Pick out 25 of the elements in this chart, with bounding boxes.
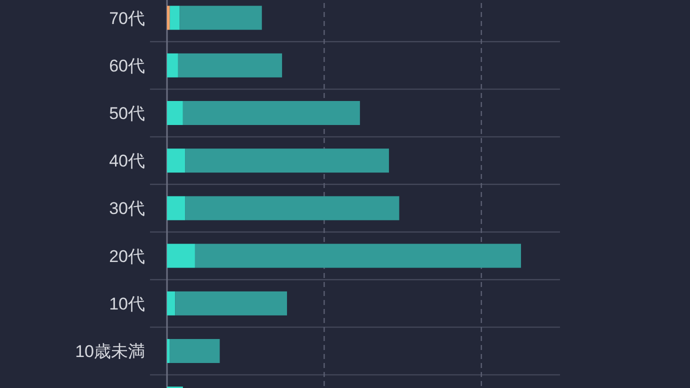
y-tick-label: 10歳未満 xyxy=(75,342,145,361)
bar xyxy=(185,196,400,220)
bar xyxy=(180,6,262,30)
bar xyxy=(167,101,183,125)
bar xyxy=(178,53,282,78)
y-tick-label: 20代 xyxy=(109,246,145,266)
y-tick-label: 10代 xyxy=(109,294,145,314)
bar xyxy=(194,244,521,268)
y-tick-label: 70代 xyxy=(109,8,145,28)
bar xyxy=(167,291,176,316)
bar xyxy=(167,196,186,220)
bar xyxy=(185,148,389,173)
y-tick-label: 30代 xyxy=(109,199,145,218)
bar xyxy=(167,53,178,78)
y-tick-label: 40代 xyxy=(109,152,145,171)
y-tick-label: 60代 xyxy=(109,56,145,76)
bar xyxy=(167,244,195,268)
bar xyxy=(182,101,360,125)
bar xyxy=(175,291,288,316)
bar xyxy=(167,339,170,363)
bar xyxy=(170,339,220,363)
bar xyxy=(170,6,180,30)
y-tick-label: 50代 xyxy=(109,104,145,123)
bar xyxy=(167,6,170,30)
bar xyxy=(167,148,186,173)
